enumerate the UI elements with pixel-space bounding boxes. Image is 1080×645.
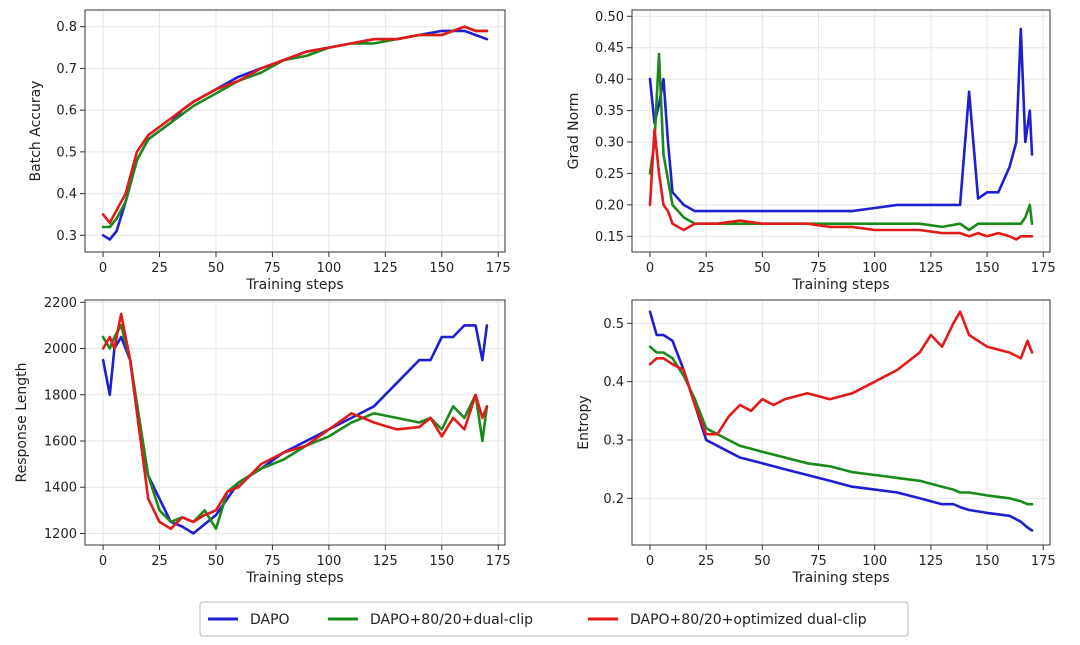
x-tick-label: 150 xyxy=(429,554,454,569)
response-length-panel: 0 25 50 75 100 125 150 175 1200 1400 1600 1800 2000 2… xyxy=(14,296,511,586)
y-tick-label: 0.45 xyxy=(595,41,624,56)
x-tick-label: 125 xyxy=(373,261,398,276)
legend-label-dual-clip: DAPO+80/20+dual-clip xyxy=(370,612,533,628)
grad-norm-panel: 0 25 50 75 100 125 150 175 0.15 0.20 0.25 0.30 0.35 0… xyxy=(566,9,1056,293)
series-line-dapo xyxy=(648,27,1034,213)
legend-frame xyxy=(199,601,909,637)
x-axis-label: Training steps xyxy=(791,570,889,586)
y-tick-label: 1200 xyxy=(44,527,77,542)
batch-accuracy-panel: 0 25 50 75 100 125 150 175 0.3 0.4 0.5 0.6 0.7 0.8 Tra… xyxy=(28,9,511,293)
x-tick-label: 50 xyxy=(208,554,225,569)
plot-frame xyxy=(631,299,1051,546)
y-tick-label: 0.4 xyxy=(56,187,77,202)
x-tick-label: 175 xyxy=(1031,261,1056,276)
y-tick-label: 0.3 xyxy=(56,229,77,244)
y-axis-label: Grad Norm xyxy=(566,93,582,170)
y-tick-label: 0.2 xyxy=(603,492,624,507)
y-tick-label: 0.30 xyxy=(595,136,624,151)
x-axis-label: Training steps xyxy=(791,277,889,293)
y-tick-label: 0.3 xyxy=(603,434,624,449)
legend: DAPO DAPO+80/20+dual-clip DAPO+80/20+opt… xyxy=(199,601,909,637)
y-tick-label: 2200 xyxy=(44,296,77,311)
y-tick-label: 0.6 xyxy=(56,104,77,119)
x-tick-label: 100 xyxy=(316,261,341,276)
x-tick-label: 0 xyxy=(646,261,654,276)
x-tick-label: 100 xyxy=(862,261,887,276)
y-axis-label: Response Length xyxy=(14,363,30,483)
x-tick-label: 50 xyxy=(754,554,771,569)
x-tick-label: 150 xyxy=(975,261,1000,276)
y-tick-label: 2000 xyxy=(44,342,77,357)
x-tick-label: 50 xyxy=(754,261,771,276)
y-tick-label: 0.8 xyxy=(56,20,77,35)
series-line-optimized xyxy=(648,128,1034,241)
legend-label-optimized-dual-clip: DAPO+80/20+optimized dual-clip xyxy=(630,612,867,628)
x-tick-label: 50 xyxy=(208,261,225,276)
series-line-optimized xyxy=(648,310,1034,436)
x-tick-label: 175 xyxy=(486,261,511,276)
y-tick-label: 0.35 xyxy=(595,104,624,119)
plot-frame xyxy=(84,9,506,253)
y-tick-label: 0.7 xyxy=(56,62,77,77)
x-tick-label: 0 xyxy=(646,554,654,569)
x-axis-label: Training steps xyxy=(245,277,343,293)
x-tick-label: 0 xyxy=(99,554,107,569)
y-tick-label: 1800 xyxy=(44,388,77,403)
entropy-panel: 0 25 50 75 100 125 150 175 0.2 0.3 0.4 0.5 Training … xyxy=(576,299,1056,586)
x-tick-label: 150 xyxy=(975,554,1000,569)
y-tick-label: 0.15 xyxy=(595,230,624,245)
x-tick-label: 100 xyxy=(316,554,341,569)
x-tick-label: 25 xyxy=(698,261,715,276)
x-tick-label: 75 xyxy=(264,261,281,276)
y-axis-label: Entropy xyxy=(576,395,592,449)
plot-frame xyxy=(631,9,1051,253)
x-tick-label: 0 xyxy=(99,261,107,276)
y-tick-label: 1400 xyxy=(44,481,77,496)
plot-frame xyxy=(84,299,506,546)
legend-label-dapo: DAPO xyxy=(250,612,290,628)
x-axis-label: Training steps xyxy=(245,570,343,586)
x-tick-label: 25 xyxy=(151,261,168,276)
y-tick-label: 0.20 xyxy=(595,198,624,213)
x-tick-label: 175 xyxy=(486,554,511,569)
x-tick-label: 75 xyxy=(810,261,827,276)
y-tick-label: 0.25 xyxy=(595,167,624,182)
x-tick-label: 25 xyxy=(698,554,715,569)
y-tick-label: 0.5 xyxy=(56,145,77,160)
series-line-dualclip xyxy=(648,52,1034,232)
series-line-optimized xyxy=(101,312,489,531)
y-tick-label: 0.5 xyxy=(603,317,624,332)
x-tick-label: 25 xyxy=(151,554,168,569)
y-tick-label: 1600 xyxy=(44,434,77,449)
x-tick-label: 100 xyxy=(862,554,887,569)
y-tick-label: 0.4 xyxy=(603,375,624,390)
x-tick-label: 75 xyxy=(810,554,827,569)
x-tick-label: 125 xyxy=(918,261,943,276)
series-line-optimized xyxy=(101,25,489,225)
y-tick-label: 0.50 xyxy=(595,10,624,25)
y-axis-label: Batch Accuray xyxy=(28,81,44,182)
y-tick-label: 0.40 xyxy=(595,73,624,88)
x-tick-label: 125 xyxy=(373,554,398,569)
x-tick-label: 150 xyxy=(429,261,454,276)
x-tick-label: 75 xyxy=(264,554,281,569)
x-tick-label: 175 xyxy=(1031,554,1056,569)
x-tick-label: 125 xyxy=(918,554,943,569)
